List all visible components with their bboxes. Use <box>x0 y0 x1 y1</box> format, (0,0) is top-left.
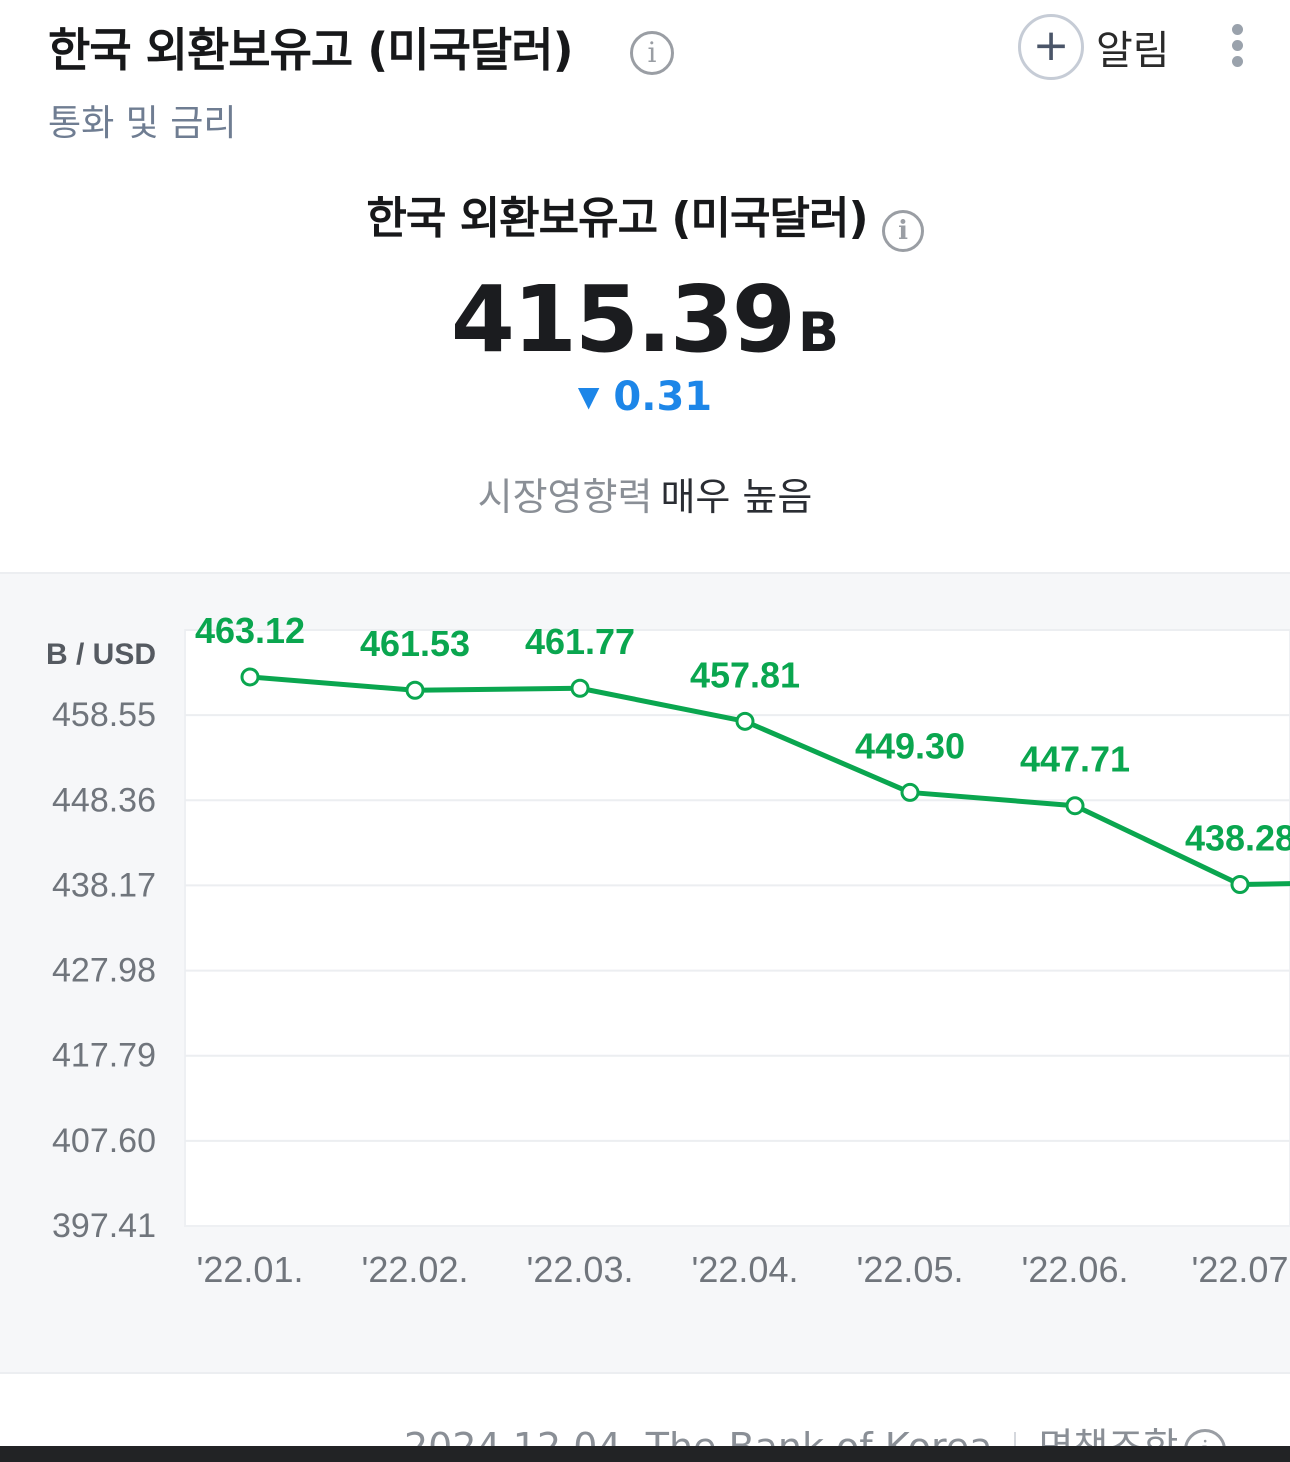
data-label: 438.28 <box>1185 818 1290 859</box>
plus-icon: + <box>1018 14 1084 80</box>
y-tick-label: 417.79 <box>52 1037 156 1075</box>
x-tick-label: '22.03. <box>527 1249 634 1290</box>
chart-panel[interactable]: B / USD 458.55 448.36 438.17 427.98 417.79 40… <box>0 572 1290 1374</box>
more-dot <box>1232 56 1243 67</box>
y-axis-ticks: 458.55 448.36 438.17 427.98 417.79 407.60 397.… <box>52 696 156 1245</box>
data-labels: 463.12 461.53 461.77 457.81 449.30 447.71 438.… <box>195 610 1290 859</box>
y-tick-label: 458.55 <box>52 696 156 734</box>
data-point <box>1230 875 1250 895</box>
x-tick-label: '22.07 <box>1192 1249 1289 1290</box>
footer-source: 2024.12.04 The Bank of Korea 면책조항 i <box>404 1416 1227 1446</box>
current-value-unit: B <box>797 301 840 364</box>
data-point <box>240 667 260 687</box>
category-link[interactable]: 통화 및 금리 <box>48 103 237 144</box>
alarm-button[interactable]: + 알림 <box>1018 14 1170 80</box>
data-label: 461.77 <box>525 621 635 662</box>
market-impact-label: 시장영향력 <box>477 475 653 519</box>
data-label: 461.53 <box>360 623 470 664</box>
more-dot <box>1232 24 1243 35</box>
plot-area <box>184 629 1290 1227</box>
x-tick-label: '22.01. <box>197 1249 304 1290</box>
data-points <box>240 667 1250 895</box>
data-date: 2024.12.04 <box>404 1425 622 1446</box>
change-amount: 0.31 <box>613 374 713 420</box>
data-label: 463.12 <box>195 610 305 651</box>
x-tick-label: '22.04. <box>692 1249 799 1290</box>
data-point <box>735 711 755 731</box>
divider <box>1014 1431 1017 1446</box>
down-triangle-icon: ▼ <box>577 380 600 413</box>
y-tick-label: 438.17 <box>52 866 156 904</box>
grid-lines <box>185 629 1290 1142</box>
alarm-label: 알림 <box>1096 28 1170 74</box>
more-dot <box>1232 40 1243 51</box>
current-value-number: 415.39 <box>450 266 796 373</box>
current-value: 415.39B <box>0 266 1290 373</box>
market-impact-value: 매우 높음 <box>660 475 813 519</box>
info-icon[interactable]: i <box>630 31 674 75</box>
more-vertical-icon[interactable] <box>1222 22 1254 70</box>
header: 한국 외환보유고 (미국달러) i 통화 및 금리 + 알림 <box>0 0 1290 150</box>
footer: 2024.12.04 The Bank of Korea 면책조항 i <box>0 1376 1290 1446</box>
data-label: 449.30 <box>855 725 965 766</box>
change-value: ▼ 0.31 <box>0 374 1290 420</box>
market-impact: 시장영향력 매우 높음 <box>0 466 1290 521</box>
y-axis-unit: B / USD <box>46 638 156 671</box>
page-title: 한국 외환보유고 (미국달러) <box>48 23 574 77</box>
data-label: 447.71 <box>1020 739 1130 780</box>
y-tick-label: 397.41 <box>52 1207 156 1245</box>
indicator-summary: 한국 외환보유고 (미국달러) i 415.39B ▼ 0.31 시장영향력 매우 높… <box>0 160 1290 570</box>
x-tick-label: '22.06. <box>1022 1249 1129 1290</box>
data-point <box>1065 796 1085 816</box>
data-point <box>900 782 920 802</box>
y-tick-label: 407.60 <box>52 1122 156 1160</box>
info-icon[interactable]: i <box>881 210 924 252</box>
x-tick-label: '22.02. <box>362 1249 469 1290</box>
line-chart[interactable]: B / USD 458.55 448.36 438.17 427.98 417.79 40… <box>0 574 1290 1374</box>
data-point <box>570 678 590 698</box>
y-tick-label: 427.98 <box>52 952 156 990</box>
data-source: The Bank of Korea <box>646 1425 993 1446</box>
x-tick-label: '22.05. <box>857 1249 964 1290</box>
y-tick-label: 448.36 <box>52 781 156 819</box>
series-line-path <box>249 674 1290 888</box>
indicator-title-text: 한국 외환보유고 (미국달러) <box>366 193 868 244</box>
x-axis-ticks: '22.01. '22.02. '22.03. '22.04. '22.05. '22.0… <box>197 1249 1289 1290</box>
system-navigation-bar <box>0 1446 1290 1462</box>
info-icon[interactable]: i <box>1184 1428 1227 1446</box>
data-label: 457.81 <box>690 654 800 695</box>
series-line <box>249 674 1290 888</box>
data-point <box>405 680 425 700</box>
disclaimer-link[interactable]: 면책조항 <box>1038 1425 1178 1446</box>
indicator-title: 한국 외환보유고 (미국달러) i <box>0 182 1290 252</box>
